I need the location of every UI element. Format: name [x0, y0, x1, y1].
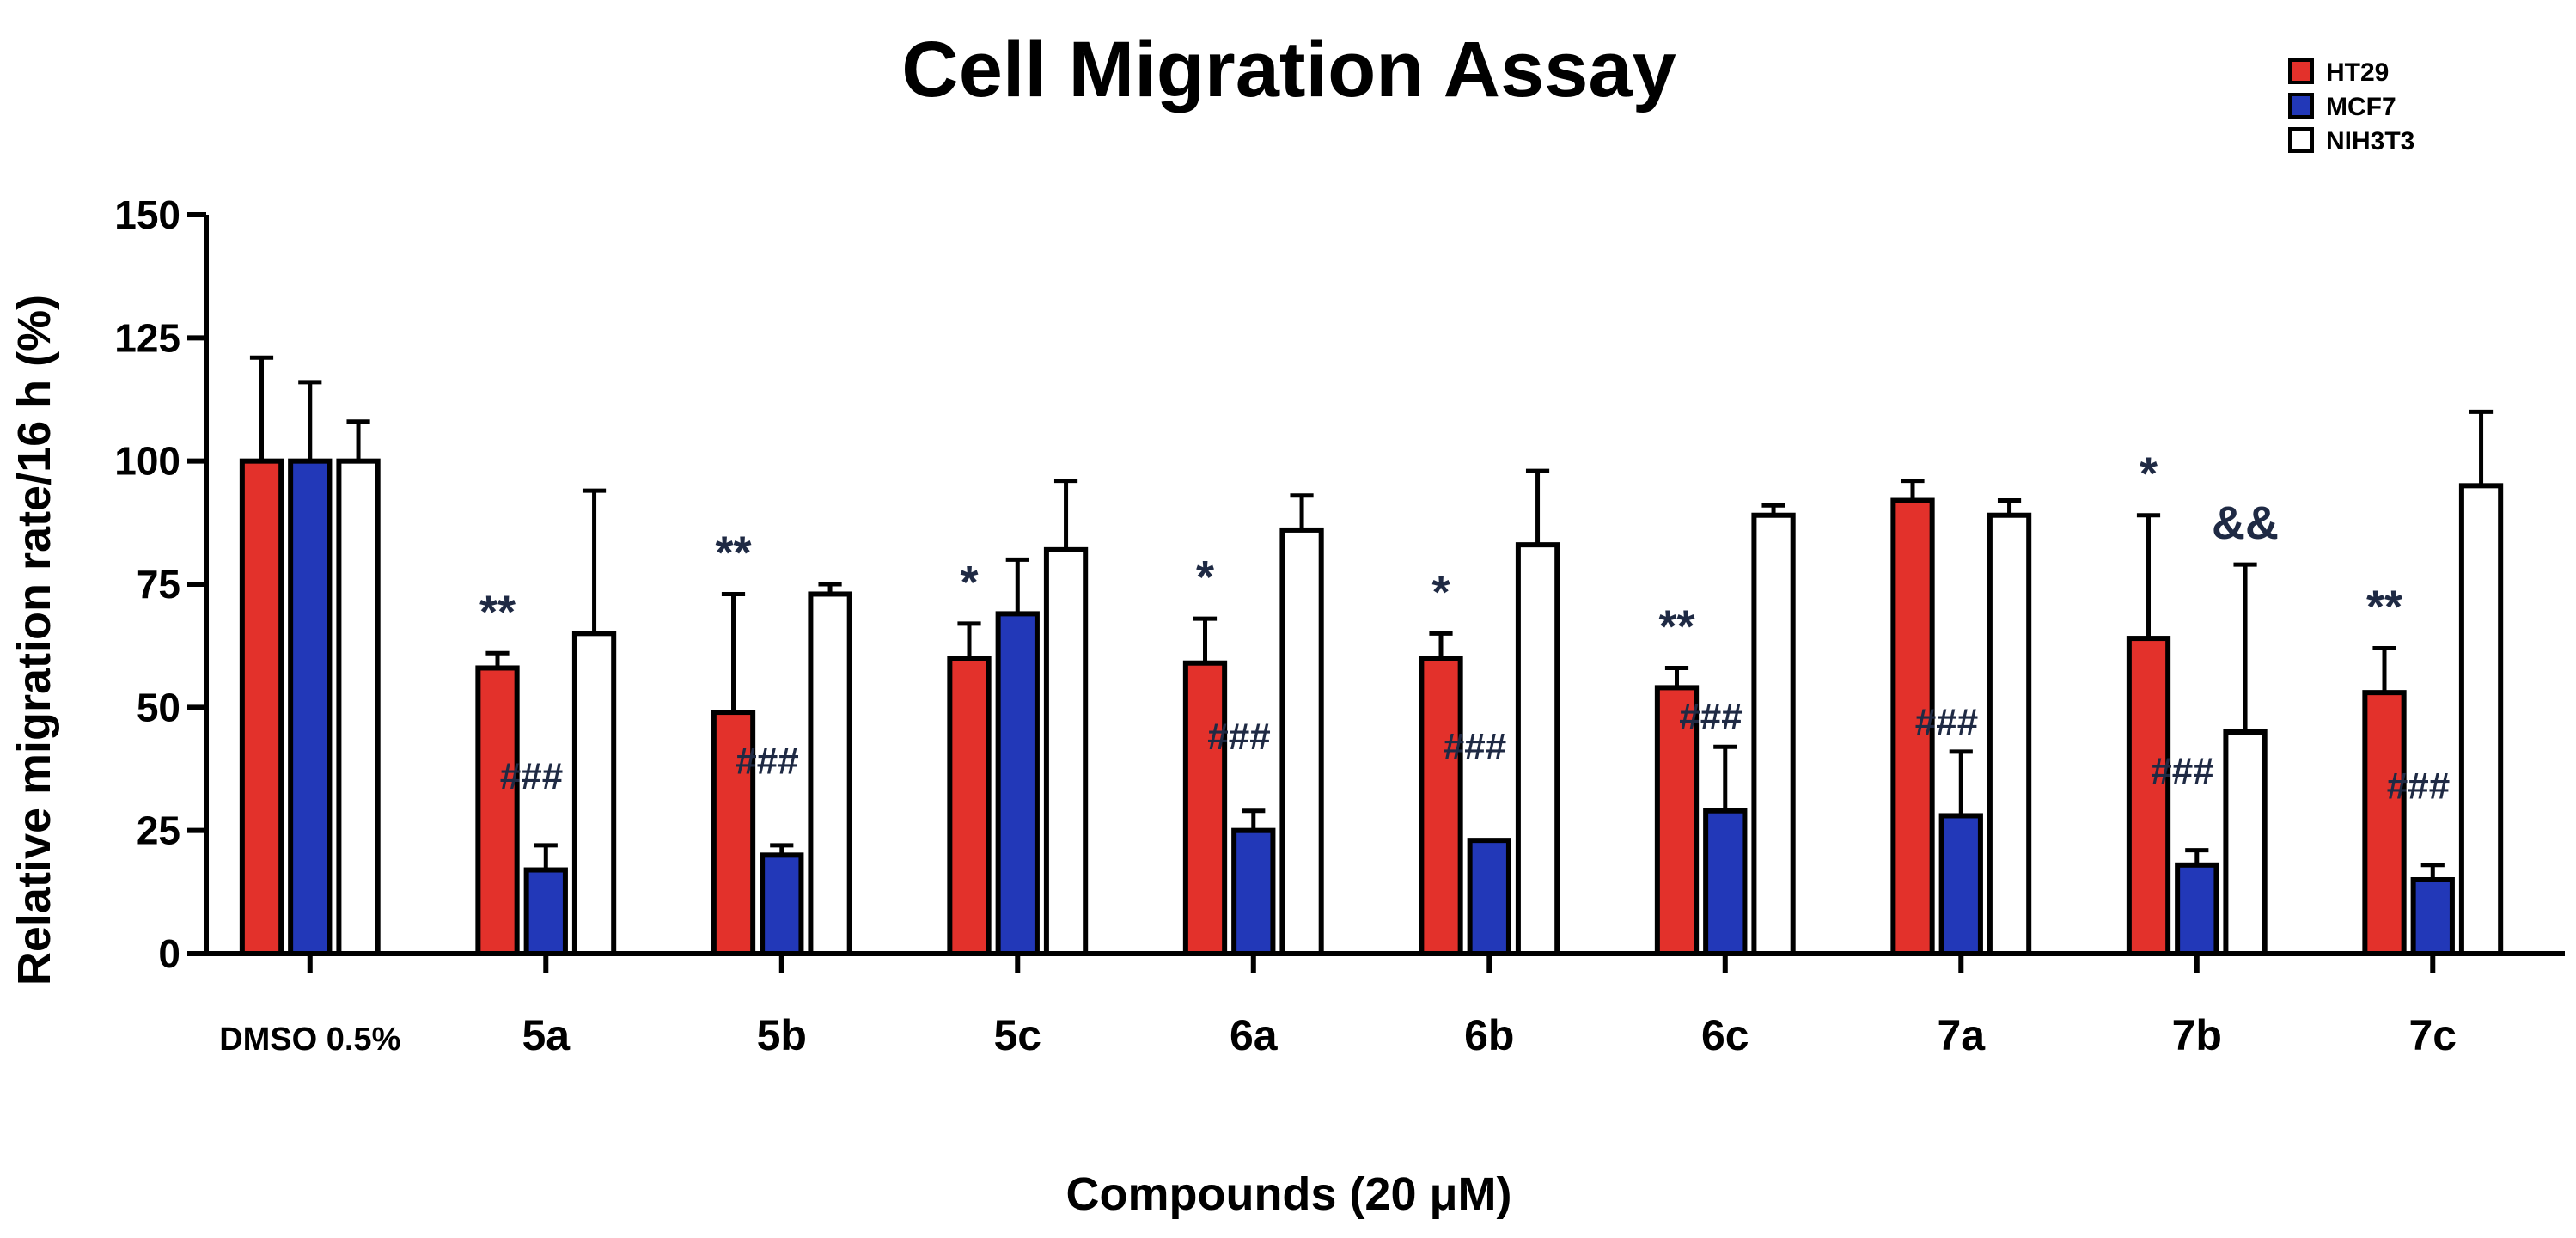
bar-ht29-5c — [947, 656, 992, 956]
y-tick-label: 100 — [114, 439, 180, 484]
y-axis-label: Relative migration rate/16 h (%) — [9, 295, 60, 985]
bar-nih3t3-7a — [1987, 512, 2032, 956]
significance-label: ### — [1207, 716, 1270, 758]
legend-label-ht29: HT29 — [2326, 58, 2389, 87]
bar-ht29-6b — [1419, 656, 1463, 956]
legend: HT29 MCF7 NIH3T3 — [2288, 58, 2414, 156]
significance-label: ### — [500, 755, 563, 797]
significance-label: ### — [2151, 750, 2213, 792]
significance-label: ### — [1679, 696, 1742, 738]
bar-ht29-dmso05 — [239, 458, 284, 956]
y-tick-label: 75 — [137, 562, 180, 607]
y-tick-label: 50 — [137, 685, 180, 729]
bar-mcf7-5c — [995, 611, 1040, 957]
significance-label: ### — [736, 741, 798, 783]
significance-label: ### — [1915, 701, 1978, 743]
x-tick-label: 5b — [757, 1011, 807, 1059]
bar-mcf7-5a — [523, 867, 568, 956]
significance-label: * — [1431, 566, 1450, 618]
bar-ht29-7c — [2362, 690, 2407, 957]
x-tick-label: 6a — [1230, 1011, 1279, 1059]
bar-mcf7-6c — [1703, 808, 1748, 956]
x-axis-label: Compounds (20 μM) — [1065, 1168, 1511, 1220]
significance-label: ### — [2387, 765, 2450, 807]
x-tick-label: 5c — [993, 1011, 1041, 1059]
bar-nih3t3-5c — [1043, 546, 1089, 956]
x-tick-label: 7b — [2172, 1011, 2222, 1059]
bar-mcf7-6b — [1467, 838, 1511, 957]
bar-ht29-7a — [1890, 497, 1935, 956]
significance-label: ** — [715, 527, 751, 578]
bar-nih3t3-6b — [1515, 542, 1560, 957]
bar-ht29-5b — [711, 710, 756, 956]
bar-nih3t3-dmso05 — [336, 458, 381, 956]
chart-title: Cell Migration Assay — [901, 26, 1676, 113]
x-tick-label: 6c — [1701, 1011, 1749, 1059]
significance-label: ** — [1658, 601, 1694, 652]
y-tick-label: 0 — [158, 931, 180, 976]
legend-label-nih3t3: NIH3T3 — [2326, 127, 2414, 156]
bar-ht29-5a — [475, 665, 520, 956]
significance-label: ### — [1444, 725, 1506, 767]
x-tick-label: 7a — [1937, 1011, 1986, 1059]
x-tick-label: DMSO 0.5% — [219, 1022, 400, 1058]
bar-mcf7-7c — [2410, 877, 2455, 956]
legend-swatch-nih3t3 — [2288, 127, 2314, 153]
significance-label: * — [2140, 448, 2158, 500]
bar-mcf7-6a — [1231, 827, 1276, 957]
bar-ht29-6c — [1654, 685, 1700, 957]
bar-nih3t3-5a — [571, 631, 617, 956]
annotations-group: **###**###* *###*###**### ###*###&&**### — [479, 448, 2450, 808]
x-tick-label: 6b — [1464, 1011, 1514, 1059]
bars-group — [239, 355, 2504, 957]
significance-label: * — [960, 557, 978, 608]
bar-nih3t3-6c — [1751, 512, 1796, 956]
y-tick-label: 25 — [137, 808, 180, 853]
x-tick-label: 5a — [522, 1011, 571, 1059]
significance-label: ** — [2366, 582, 2402, 633]
bar-mcf7-dmso05 — [288, 458, 333, 956]
bar-mcf7-7a — [1938, 813, 1983, 957]
significance-label: * — [1196, 552, 1214, 603]
bar-nih3t3-7b — [2223, 729, 2268, 956]
bar-nih3t3-7c — [2458, 483, 2504, 956]
y-tick-label: 150 — [114, 192, 180, 237]
legend-swatch-ht29 — [2288, 58, 2314, 84]
bar-mcf7-7b — [2175, 862, 2219, 956]
bar-nih3t3-6a — [1279, 527, 1324, 957]
bar-ht29-7b — [2126, 636, 2171, 956]
bar-ht29-6a — [1182, 660, 1228, 956]
bar-mcf7-5b — [760, 852, 804, 956]
y-tick-label: 125 — [114, 315, 180, 360]
x-tick-label: 7c — [2408, 1011, 2457, 1059]
legend-swatch-mcf7 — [2288, 93, 2314, 119]
significance-label: ** — [479, 586, 516, 637]
significance-label: && — [2212, 497, 2279, 549]
bar-nih3t3-5b — [808, 591, 852, 956]
legend-label-mcf7: MCF7 — [2326, 93, 2396, 121]
